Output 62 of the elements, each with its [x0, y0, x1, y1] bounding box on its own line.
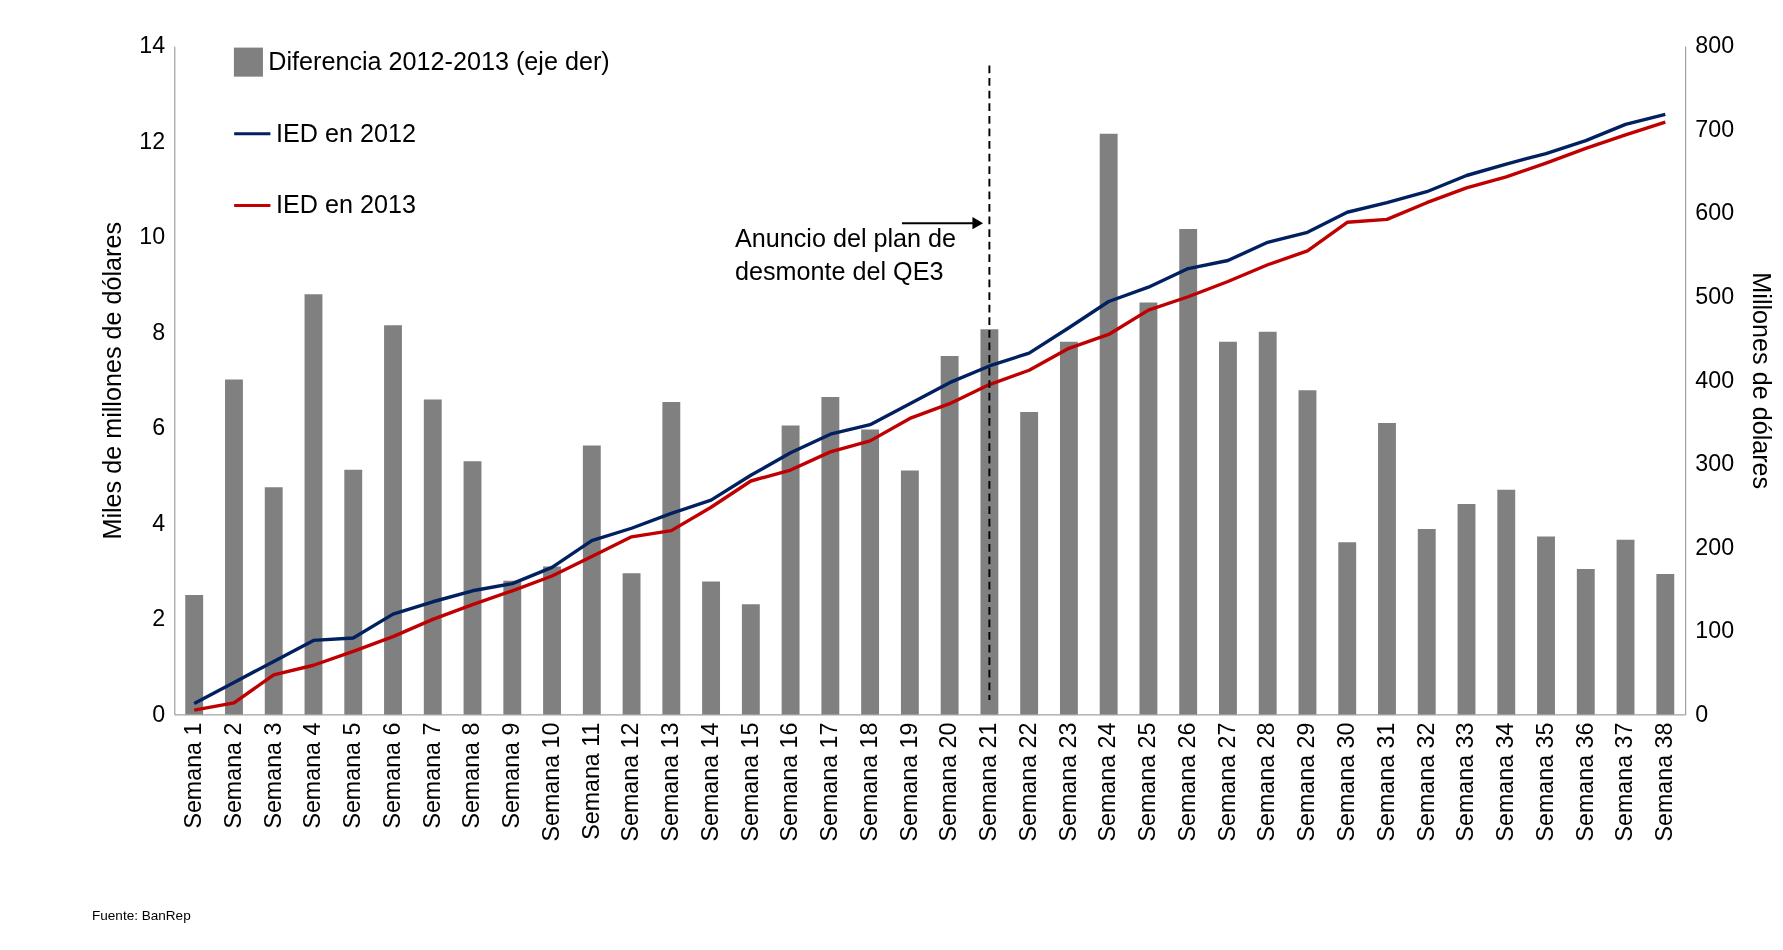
x-tick-label: Semana 2	[219, 722, 246, 829]
y2-tick-label: 100	[1695, 617, 1735, 644]
x-tick-label: Semana 34	[1492, 722, 1519, 842]
legend-label: IED en 2013	[276, 190, 416, 219]
x-tick-label: Semana 8	[458, 722, 485, 829]
source-note: Fuente: BanRep	[92, 907, 191, 923]
x-tick-label: Semana 28	[1253, 722, 1280, 842]
x-tick-label: Semana 29	[1293, 722, 1320, 842]
x-tick-label: Semana 11	[577, 722, 604, 840]
x-tick-label: Semana 26	[1173, 722, 1200, 842]
x-tick-label: Semana 32	[1412, 722, 1439, 842]
x-tick-label: Semana 33	[1452, 722, 1479, 842]
x-tick-label: Semana 38	[1651, 722, 1678, 842]
x-tick-label: Semana 17	[816, 722, 843, 842]
y-tick-label: 0	[152, 700, 166, 727]
x-tick-label: Semana 5	[339, 722, 366, 829]
y-tick-label: 6	[152, 414, 166, 441]
x-tick-label: Semana 19	[895, 722, 922, 842]
x-tick-label: Semana 3	[259, 722, 286, 829]
x-tick-label: Semana 9	[498, 722, 525, 829]
x-tick-label: Semana 25	[1134, 722, 1161, 842]
y-tick-label: 12	[139, 127, 166, 154]
legend-label: Diferencia 2012-2013 (eje der)	[268, 46, 610, 75]
x-tick-label: Semana 14	[696, 722, 723, 842]
x-tick-label: Semana 1	[179, 722, 206, 829]
x-tick-label: Semana 31	[1372, 722, 1399, 842]
legend-label: IED en 2012	[276, 118, 416, 147]
ref-line-label: Anuncio del plan de desmonte del QE3	[734, 224, 957, 286]
x-tick-label: Semana 4	[299, 722, 326, 829]
x-tick-label: Semana 15	[736, 722, 763, 842]
y2-tick-label: 700	[1695, 115, 1735, 142]
y2-tick-label: 0	[1695, 700, 1709, 727]
x-tick-label: Semana 20	[935, 722, 962, 842]
y2-tick-label: 800	[1695, 32, 1735, 59]
x-tick-label: Semana 16	[776, 722, 803, 842]
x-tick-label: Semana 10	[537, 722, 564, 842]
x-tick-label: Semana 24	[1094, 722, 1121, 842]
y-tick-label: 4	[152, 509, 166, 536]
x-tick-label: Semana 18	[855, 722, 882, 842]
y2-tick-label: 300	[1695, 450, 1735, 477]
x-tick-label: Semana 7	[418, 722, 445, 829]
y-tick-label: 8	[152, 318, 166, 345]
y2-tick-label: 500	[1695, 283, 1735, 310]
x-tick-label: Semana 35	[1531, 722, 1558, 842]
x-tick-label: Semana 36	[1571, 722, 1598, 842]
y-axis-title: Miles de millones de dólares	[97, 221, 126, 540]
y-tick-label: 14	[139, 32, 166, 59]
x-tick-label: Semana 12	[617, 722, 644, 842]
y2-tick-label: 600	[1695, 199, 1735, 226]
y-tick-label: 10	[139, 223, 166, 250]
y2-tick-label: 200	[1695, 533, 1735, 560]
x-tick-label: Semana 27	[1213, 722, 1240, 842]
y2-tick-label: 400	[1695, 366, 1735, 393]
x-tick-label: Semana 22	[1014, 722, 1041, 842]
y-tick-label: 2	[152, 605, 166, 632]
y2-axis-title: Millones de dólares	[1747, 272, 1776, 490]
x-tick-label: Semana 21	[975, 722, 1002, 842]
x-tick-label: Semana 30	[1333, 722, 1360, 842]
x-tick-label: Semana 6	[378, 722, 405, 829]
x-tick-label: Semana 23	[1054, 722, 1081, 842]
x-tick-label: Semana 37	[1611, 722, 1638, 842]
x-tick-label: Semana 13	[657, 722, 684, 842]
